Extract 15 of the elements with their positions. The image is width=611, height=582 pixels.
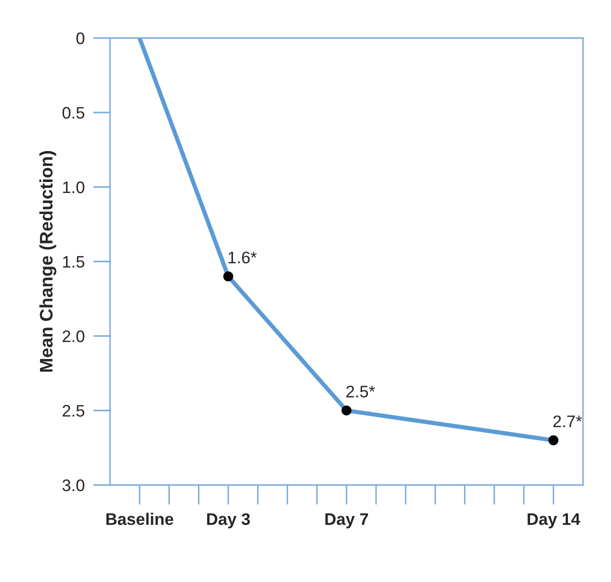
- y-tick-label: 0: [76, 32, 84, 44]
- x-tick-label: Day 7: [325, 513, 368, 528]
- x-tick-label: Baseline: [106, 512, 174, 526]
- y-tick-label: 0.5: [62, 106, 84, 119]
- y-tick-label: 2.0: [62, 330, 84, 342]
- y-tick-label: 1.0: [63, 181, 84, 194]
- data-label: 2.7*: [553, 415, 582, 428]
- x-tick-label: Day 3: [207, 513, 250, 528]
- x-tick-label: Day 14: [528, 513, 580, 528]
- data-label: 1.6*: [228, 252, 257, 264]
- y-tick-label: 2.5: [62, 404, 84, 417]
- y-tick-label: 3.0: [62, 479, 84, 492]
- y-axis-title: Mean Change (Reduction): [39, 151, 56, 372]
- data-label: 2.5*: [346, 386, 375, 398]
- y-tick-label: 1.5: [63, 256, 84, 268]
